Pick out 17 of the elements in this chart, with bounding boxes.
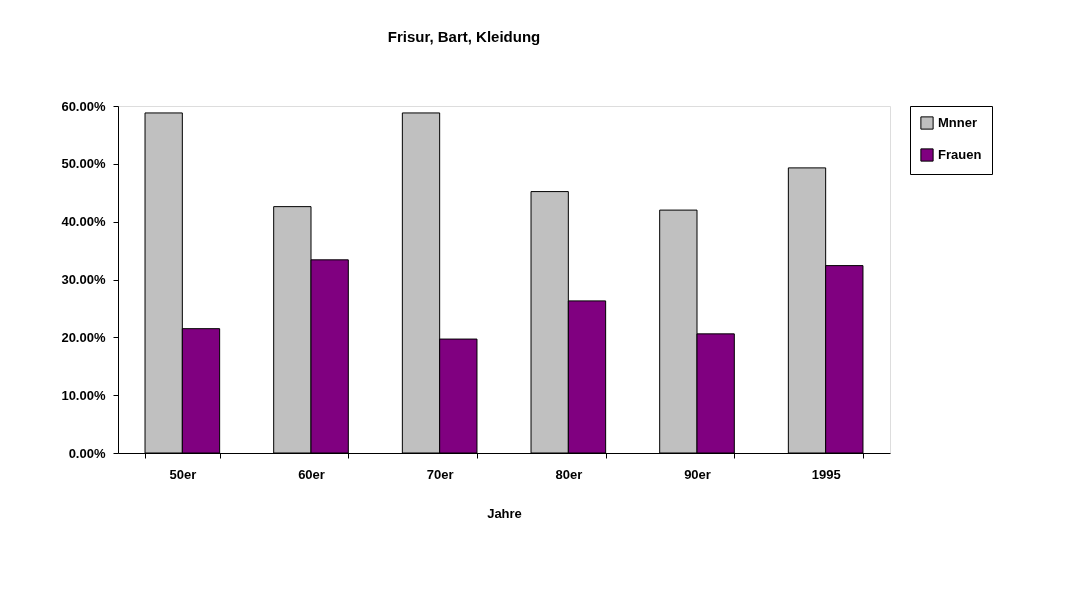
x-tick-label: 1995: [811, 466, 841, 482]
x-tick-label: 90er: [684, 466, 711, 482]
y-tick-label: 60.00%: [61, 98, 106, 114]
x-tick-label: 80er: [555, 466, 583, 482]
y-tick-label: 40.00%: [61, 214, 106, 230]
x-tick-label: 50er: [169, 466, 197, 482]
x-tick-label: 60er: [298, 466, 325, 482]
y-tick-label: 10.00%: [61, 387, 106, 403]
y-tick-label: 50.00%: [61, 156, 106, 172]
legend-label: Frauen: [938, 147, 982, 162]
legend-label: Mnner: [938, 115, 977, 130]
y-tick-label: 0.00%: [68, 445, 106, 461]
y-tick-label: 20.00%: [61, 329, 106, 345]
x-axis-title: Jahre: [487, 505, 522, 521]
x-tick-label: 70er: [426, 466, 454, 482]
y-tick-label: 30.00%: [61, 272, 106, 287]
chart-title: Frisur, Bart, Kleidung: [387, 28, 541, 45]
